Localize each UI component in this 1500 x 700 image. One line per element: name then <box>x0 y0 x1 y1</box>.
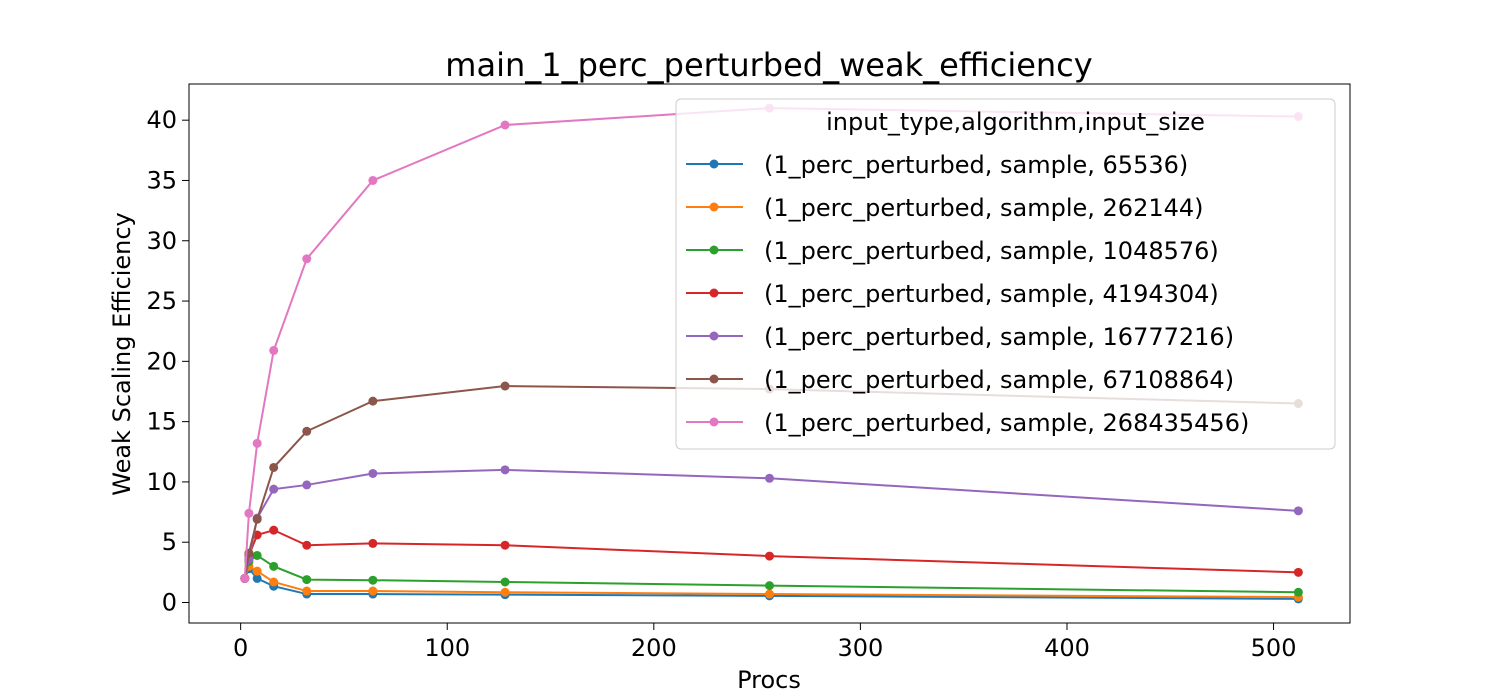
y-tick-label: 0 <box>162 589 177 617</box>
data-point <box>500 587 510 597</box>
legend-marker <box>709 417 719 427</box>
data-point <box>252 566 262 576</box>
x-tick-label: 0 <box>233 634 248 662</box>
series-5 <box>240 465 1303 583</box>
y-tick-label: 40 <box>146 106 177 134</box>
data-point <box>500 120 510 130</box>
data-point <box>269 561 279 571</box>
data-point <box>1293 567 1303 577</box>
legend-label: (1_perc_perturbed, sample, 4194304) <box>764 280 1219 308</box>
data-point <box>240 573 250 583</box>
legend-item: (1_perc_perturbed, sample, 67108864) <box>686 366 1234 394</box>
chart-title: main_1_perc_perturbed_weak_efficiency <box>445 46 1092 84</box>
legend-label: (1_perc_perturbed, sample, 1048576) <box>764 237 1219 265</box>
data-point <box>368 396 378 406</box>
data-point <box>368 538 378 548</box>
data-point <box>1293 506 1303 516</box>
data-point <box>302 254 312 264</box>
data-point <box>269 525 279 535</box>
data-point <box>252 573 262 583</box>
legend-item: (1_perc_perturbed, sample, 16777216) <box>686 323 1234 351</box>
data-point <box>368 175 378 185</box>
data-point <box>500 465 510 475</box>
data-point <box>269 462 279 472</box>
x-axis-label: Procs <box>737 666 801 694</box>
legend-box <box>675 98 1336 450</box>
legend-item: (1_perc_perturbed, sample, 4194304) <box>686 280 1219 308</box>
legend-label: (1_perc_perturbed, sample, 16777216) <box>764 323 1234 351</box>
legend-marker <box>709 245 719 255</box>
data-point <box>500 577 510 587</box>
y-axis-label: Weak Scaling Efficiency <box>108 212 136 495</box>
legend-label: (1_perc_perturbed, sample, 268435456) <box>764 409 1249 437</box>
data-point <box>244 508 254 518</box>
data-point <box>252 438 262 448</box>
y-axis: 0 5 10 15 20 25 30 35 40 <box>146 106 189 617</box>
data-point <box>302 540 312 550</box>
legend-label: (1_perc_perturbed, sample, 65536) <box>764 151 1188 179</box>
series-4 <box>240 525 1303 583</box>
data-point <box>302 426 312 436</box>
legend-marker <box>709 202 719 212</box>
data-point <box>302 480 312 490</box>
legend-marker <box>709 331 719 341</box>
data-point <box>269 577 279 587</box>
x-tick-label: 300 <box>837 634 883 662</box>
y-tick-label: 5 <box>162 528 177 556</box>
data-point <box>302 586 312 596</box>
series-line <box>243 468 1299 579</box>
data-point <box>765 589 774 599</box>
data-point <box>368 575 378 585</box>
legend-marker <box>709 159 719 169</box>
data-point <box>1293 587 1303 597</box>
data-point <box>765 551 774 561</box>
y-tick-label: 35 <box>146 166 177 194</box>
data-point <box>302 575 312 585</box>
data-point <box>500 540 510 550</box>
y-tick-label: 10 <box>146 468 177 496</box>
plot-frame <box>188 83 1351 624</box>
data-point <box>368 468 378 478</box>
data-point <box>765 473 774 483</box>
y-tick-label: 25 <box>146 287 177 315</box>
x-tick-label: 400 <box>1044 634 1090 662</box>
x-tick-label: 200 <box>631 634 677 662</box>
legend-marker <box>709 374 719 384</box>
legend-label: (1_perc_perturbed, sample, 67108864) <box>764 366 1234 394</box>
x-axis: 0 100 200 300 400 500 <box>233 623 1296 662</box>
x-tick-label: 500 <box>1251 634 1297 662</box>
data-point <box>252 550 262 560</box>
data-point <box>252 514 262 524</box>
data-point <box>765 581 774 591</box>
legend-item: (1_perc_perturbed, sample, 65536) <box>686 151 1188 179</box>
y-tick-label: 15 <box>146 408 177 436</box>
legend-item: (1_perc_perturbed, sample, 268435456) <box>686 409 1249 437</box>
legend-item: (1_perc_perturbed, sample, 262144) <box>686 194 1204 222</box>
x-tick-label: 100 <box>424 634 470 662</box>
data-point <box>500 381 510 391</box>
data-point <box>269 345 279 355</box>
legend: input_type,algorithm,input_size (1_perc_p… <box>675 98 1336 450</box>
y-tick-label: 20 <box>146 347 177 375</box>
data-point <box>368 586 378 596</box>
legend-item: (1_perc_perturbed, sample, 1048576) <box>686 237 1219 265</box>
legend-label: (1_perc_perturbed, sample, 262144) <box>764 194 1204 222</box>
y-tick-label: 30 <box>146 227 177 255</box>
legend-title: input_type,algorithm,input_size <box>826 108 1205 136</box>
legend-marker <box>709 288 719 298</box>
data-point <box>269 484 279 494</box>
